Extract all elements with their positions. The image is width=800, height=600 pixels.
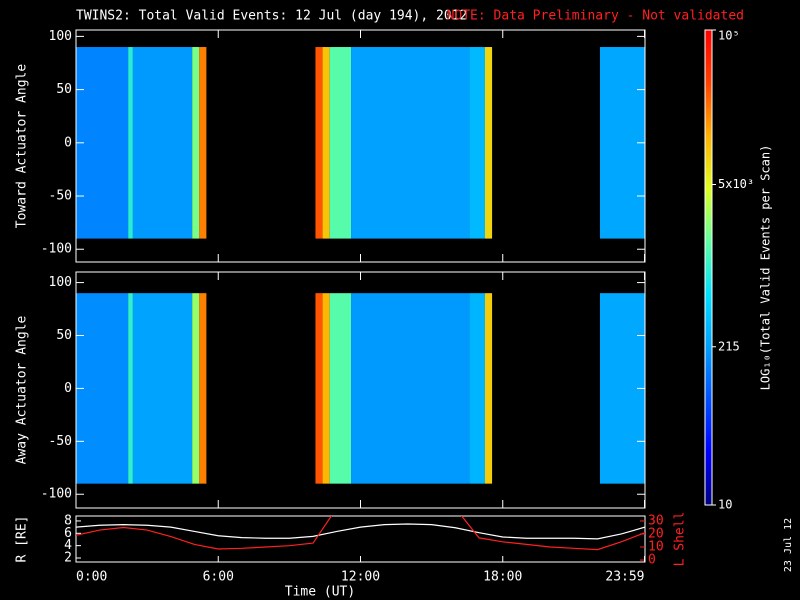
spectrogram-cell bbox=[192, 293, 200, 484]
spectrogram-cell bbox=[199, 293, 207, 484]
spectrogram-cell bbox=[484, 47, 493, 239]
y-tick-label: 50 bbox=[56, 328, 72, 343]
y-tick-label: 4 bbox=[64, 538, 72, 553]
x-tick-label: 0:00 bbox=[76, 570, 107, 585]
spectrogram-cell bbox=[76, 47, 129, 239]
x-tick-label: 23:59 bbox=[605, 570, 644, 585]
spectrogram-cell bbox=[329, 47, 352, 239]
spectrogram-cell bbox=[329, 293, 352, 484]
y-tick-label: -100 bbox=[41, 487, 72, 502]
y-tick-label: 8 bbox=[64, 513, 72, 528]
y-tick-label: 0 bbox=[64, 135, 72, 150]
y-axis-label: Toward Actuator Angle bbox=[15, 64, 30, 229]
title: TWINS2: Total Valid Events: 12 Jul (day … bbox=[76, 9, 467, 24]
colorbar-tick-label: 215 bbox=[718, 339, 740, 353]
y2-tick-label: 10 bbox=[648, 540, 664, 555]
colorbar bbox=[704, 29, 713, 506]
spectrogram-cell bbox=[192, 47, 200, 239]
spectrogram-cell bbox=[484, 293, 493, 484]
spectrogram-cell bbox=[315, 293, 323, 484]
y-tick-label: 2 bbox=[64, 550, 72, 565]
spectrogram-cell bbox=[132, 47, 193, 239]
date-stamp: 23 Jul 12 bbox=[783, 518, 794, 572]
series-line bbox=[76, 516, 645, 551]
colorbar-label: LOG₁₀(Total Valid Events per Scan) bbox=[759, 145, 773, 391]
x-tick-label: 6:00 bbox=[203, 570, 234, 585]
x-axis-label: Time (UT) bbox=[285, 585, 355, 600]
y-tick-label: 6 bbox=[64, 526, 72, 541]
spectrogram-cell bbox=[322, 47, 330, 239]
y-tick-label: 100 bbox=[49, 275, 72, 290]
y-tick-label: 0 bbox=[64, 381, 72, 396]
spectrogram-cell bbox=[351, 47, 470, 239]
spectrogram-cell bbox=[469, 293, 485, 484]
y2-tick-label: 30 bbox=[648, 513, 664, 528]
axis-box bbox=[75, 515, 646, 563]
y-tick-label: 100 bbox=[49, 29, 72, 44]
colorbar-tick-label: 10⁵ bbox=[718, 29, 740, 43]
spectrogram-cell bbox=[469, 47, 485, 239]
y2-axis-label: L Shell bbox=[673, 512, 688, 567]
y-tick-label: -100 bbox=[41, 242, 72, 257]
y2-tick-label: 0 bbox=[648, 553, 656, 568]
y-tick-label: -50 bbox=[49, 434, 72, 449]
spectrogram-cell bbox=[351, 293, 470, 484]
spectrogram-cell bbox=[315, 47, 323, 239]
colorbar-tick-label: 10 bbox=[718, 498, 732, 512]
y-tick-label: -50 bbox=[49, 189, 72, 204]
y-tick-label: 50 bbox=[56, 82, 72, 97]
note: NOTE: Data Preliminary - Not validated bbox=[447, 9, 744, 24]
colorbar-tick-label: 5x10³ bbox=[718, 177, 754, 191]
spectrogram-cell bbox=[199, 47, 207, 239]
series-line bbox=[76, 523, 645, 540]
x-tick-label: 12:00 bbox=[341, 570, 380, 585]
spectrogram-cell bbox=[76, 293, 129, 484]
spectrogram-cell bbox=[128, 293, 133, 484]
spectrogram-cell bbox=[128, 47, 133, 239]
spectrogram-cell bbox=[132, 293, 193, 484]
spectrogram-cell bbox=[322, 293, 330, 484]
x-tick-label: 18:00 bbox=[483, 570, 522, 585]
y-axis-label: R [RE] bbox=[15, 516, 30, 563]
lines bbox=[76, 516, 645, 551]
y-axis-label: Away Actuator Angle bbox=[15, 315, 30, 464]
y2-tick-label: 20 bbox=[648, 526, 664, 541]
